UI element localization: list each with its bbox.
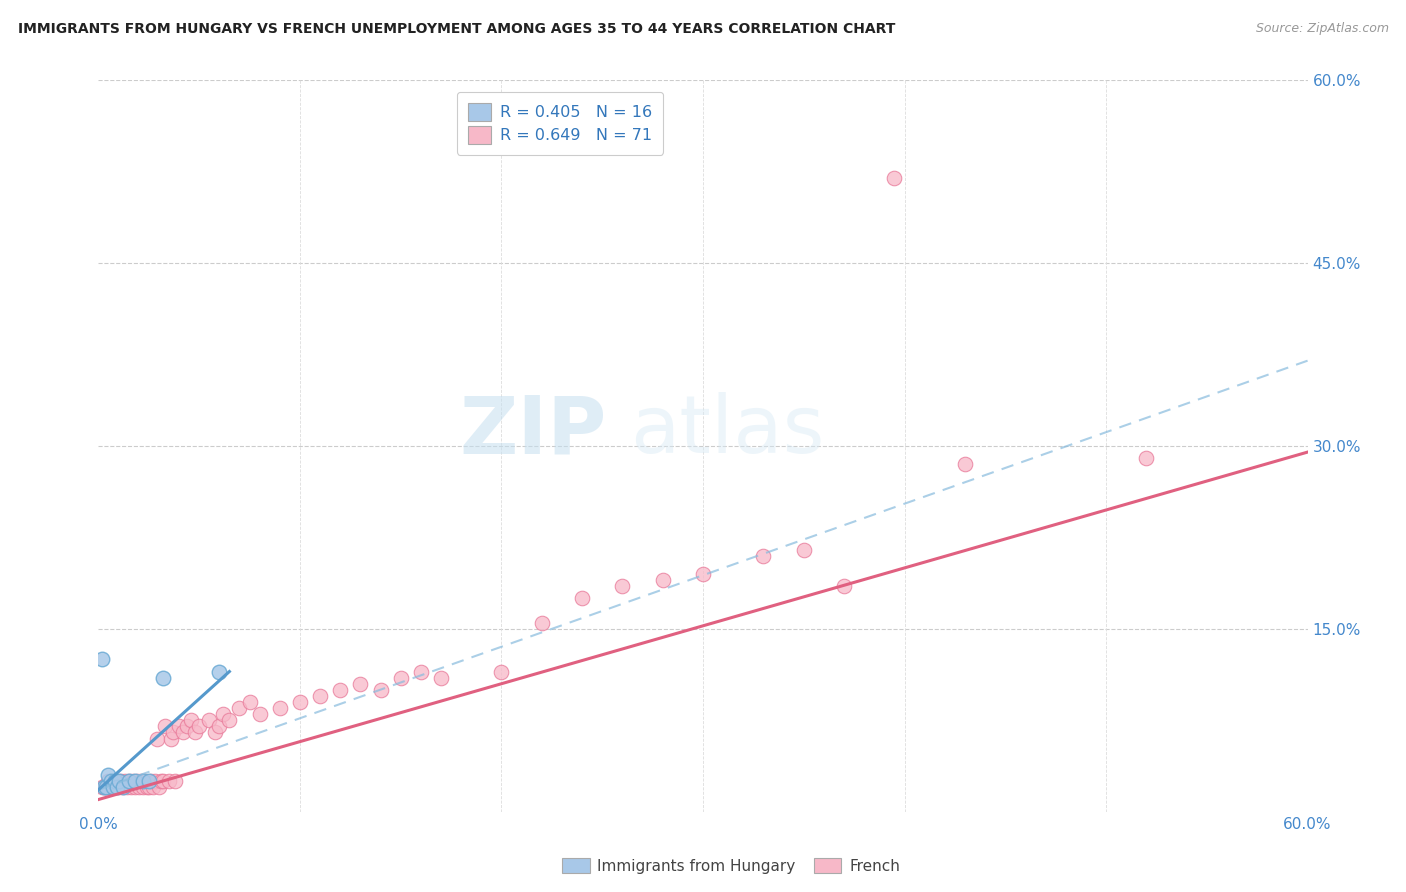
- Point: [152, 774, 174, 789]
- Point: [101, 780, 124, 795]
- Point: [612, 579, 634, 593]
- Point: [198, 714, 221, 728]
- Point: [121, 774, 143, 789]
- Point: [239, 695, 262, 709]
- Point: [118, 774, 141, 789]
- Point: [96, 780, 118, 795]
- Point: [389, 671, 412, 685]
- Point: [309, 689, 332, 703]
- Point: [430, 671, 453, 685]
- Point: [204, 725, 226, 739]
- Point: [97, 768, 120, 782]
- Point: [105, 780, 128, 795]
- Point: [162, 725, 184, 739]
- Point: [103, 780, 125, 795]
- Point: [752, 549, 775, 563]
- Point: [115, 780, 138, 795]
- Point: [491, 665, 513, 679]
- Point: [530, 615, 553, 630]
- Point: [153, 719, 176, 733]
- Point: [832, 579, 855, 593]
- Point: [349, 676, 371, 690]
- Point: [163, 774, 186, 789]
- Point: [218, 714, 240, 728]
- Point: [110, 774, 132, 789]
- Point: [114, 774, 136, 789]
- Point: [883, 170, 905, 185]
- Point: [91, 780, 114, 795]
- Point: [135, 780, 157, 795]
- Point: [167, 719, 190, 733]
- Point: [124, 774, 146, 789]
- Point: [180, 714, 202, 728]
- Point: [125, 774, 148, 789]
- Point: [160, 731, 183, 746]
- Point: [134, 774, 156, 789]
- Text: Source: ZipAtlas.com: Source: ZipAtlas.com: [1256, 22, 1389, 36]
- Point: [96, 780, 118, 795]
- Point: [157, 774, 180, 789]
- Point: [651, 573, 673, 587]
- Point: [208, 719, 231, 733]
- Point: [953, 457, 976, 471]
- Point: [120, 780, 142, 795]
- Point: [93, 780, 115, 795]
- Point: [288, 695, 311, 709]
- Point: [143, 774, 166, 789]
- Point: [100, 774, 122, 789]
- Point: [111, 780, 134, 795]
- Point: [212, 707, 235, 722]
- Point: [370, 682, 392, 697]
- Point: [97, 774, 120, 789]
- Point: [184, 725, 207, 739]
- Point: [208, 665, 231, 679]
- Text: atlas: atlas: [630, 392, 825, 470]
- Point: [176, 719, 198, 733]
- Point: [172, 725, 194, 739]
- Legend: R = 0.405   N = 16, R = 0.649   N = 71: R = 0.405 N = 16, R = 0.649 N = 71: [457, 92, 664, 154]
- Legend: Immigrants from Hungary, French: Immigrants from Hungary, French: [557, 852, 905, 880]
- Point: [149, 774, 172, 789]
- Point: [111, 780, 134, 795]
- Point: [142, 780, 165, 795]
- Point: [91, 652, 114, 666]
- Point: [97, 780, 120, 795]
- Point: [100, 780, 122, 795]
- Point: [249, 707, 271, 722]
- Point: [148, 780, 170, 795]
- Point: [129, 774, 152, 789]
- Point: [692, 567, 714, 582]
- Point: [128, 780, 150, 795]
- Point: [329, 682, 352, 697]
- Point: [139, 774, 162, 789]
- Point: [152, 671, 174, 685]
- Point: [132, 774, 155, 789]
- Point: [1135, 451, 1157, 466]
- Point: [107, 780, 129, 795]
- Point: [107, 774, 129, 789]
- Point: [93, 780, 115, 795]
- Point: [138, 774, 160, 789]
- Point: [228, 701, 250, 715]
- Point: [103, 774, 125, 789]
- Point: [793, 542, 815, 557]
- Point: [146, 731, 169, 746]
- Point: [105, 774, 128, 789]
- Point: [118, 774, 141, 789]
- Point: [138, 780, 160, 795]
- Point: [409, 665, 432, 679]
- Text: ZIP: ZIP: [458, 392, 606, 470]
- Point: [188, 719, 211, 733]
- Text: IMMIGRANTS FROM HUNGARY VS FRENCH UNEMPLOYMENT AMONG AGES 35 TO 44 YEARS CORRELA: IMMIGRANTS FROM HUNGARY VS FRENCH UNEMPL…: [18, 22, 896, 37]
- Point: [269, 701, 291, 715]
- Point: [571, 591, 593, 606]
- Point: [132, 780, 155, 795]
- Point: [124, 780, 146, 795]
- Point: [101, 780, 124, 795]
